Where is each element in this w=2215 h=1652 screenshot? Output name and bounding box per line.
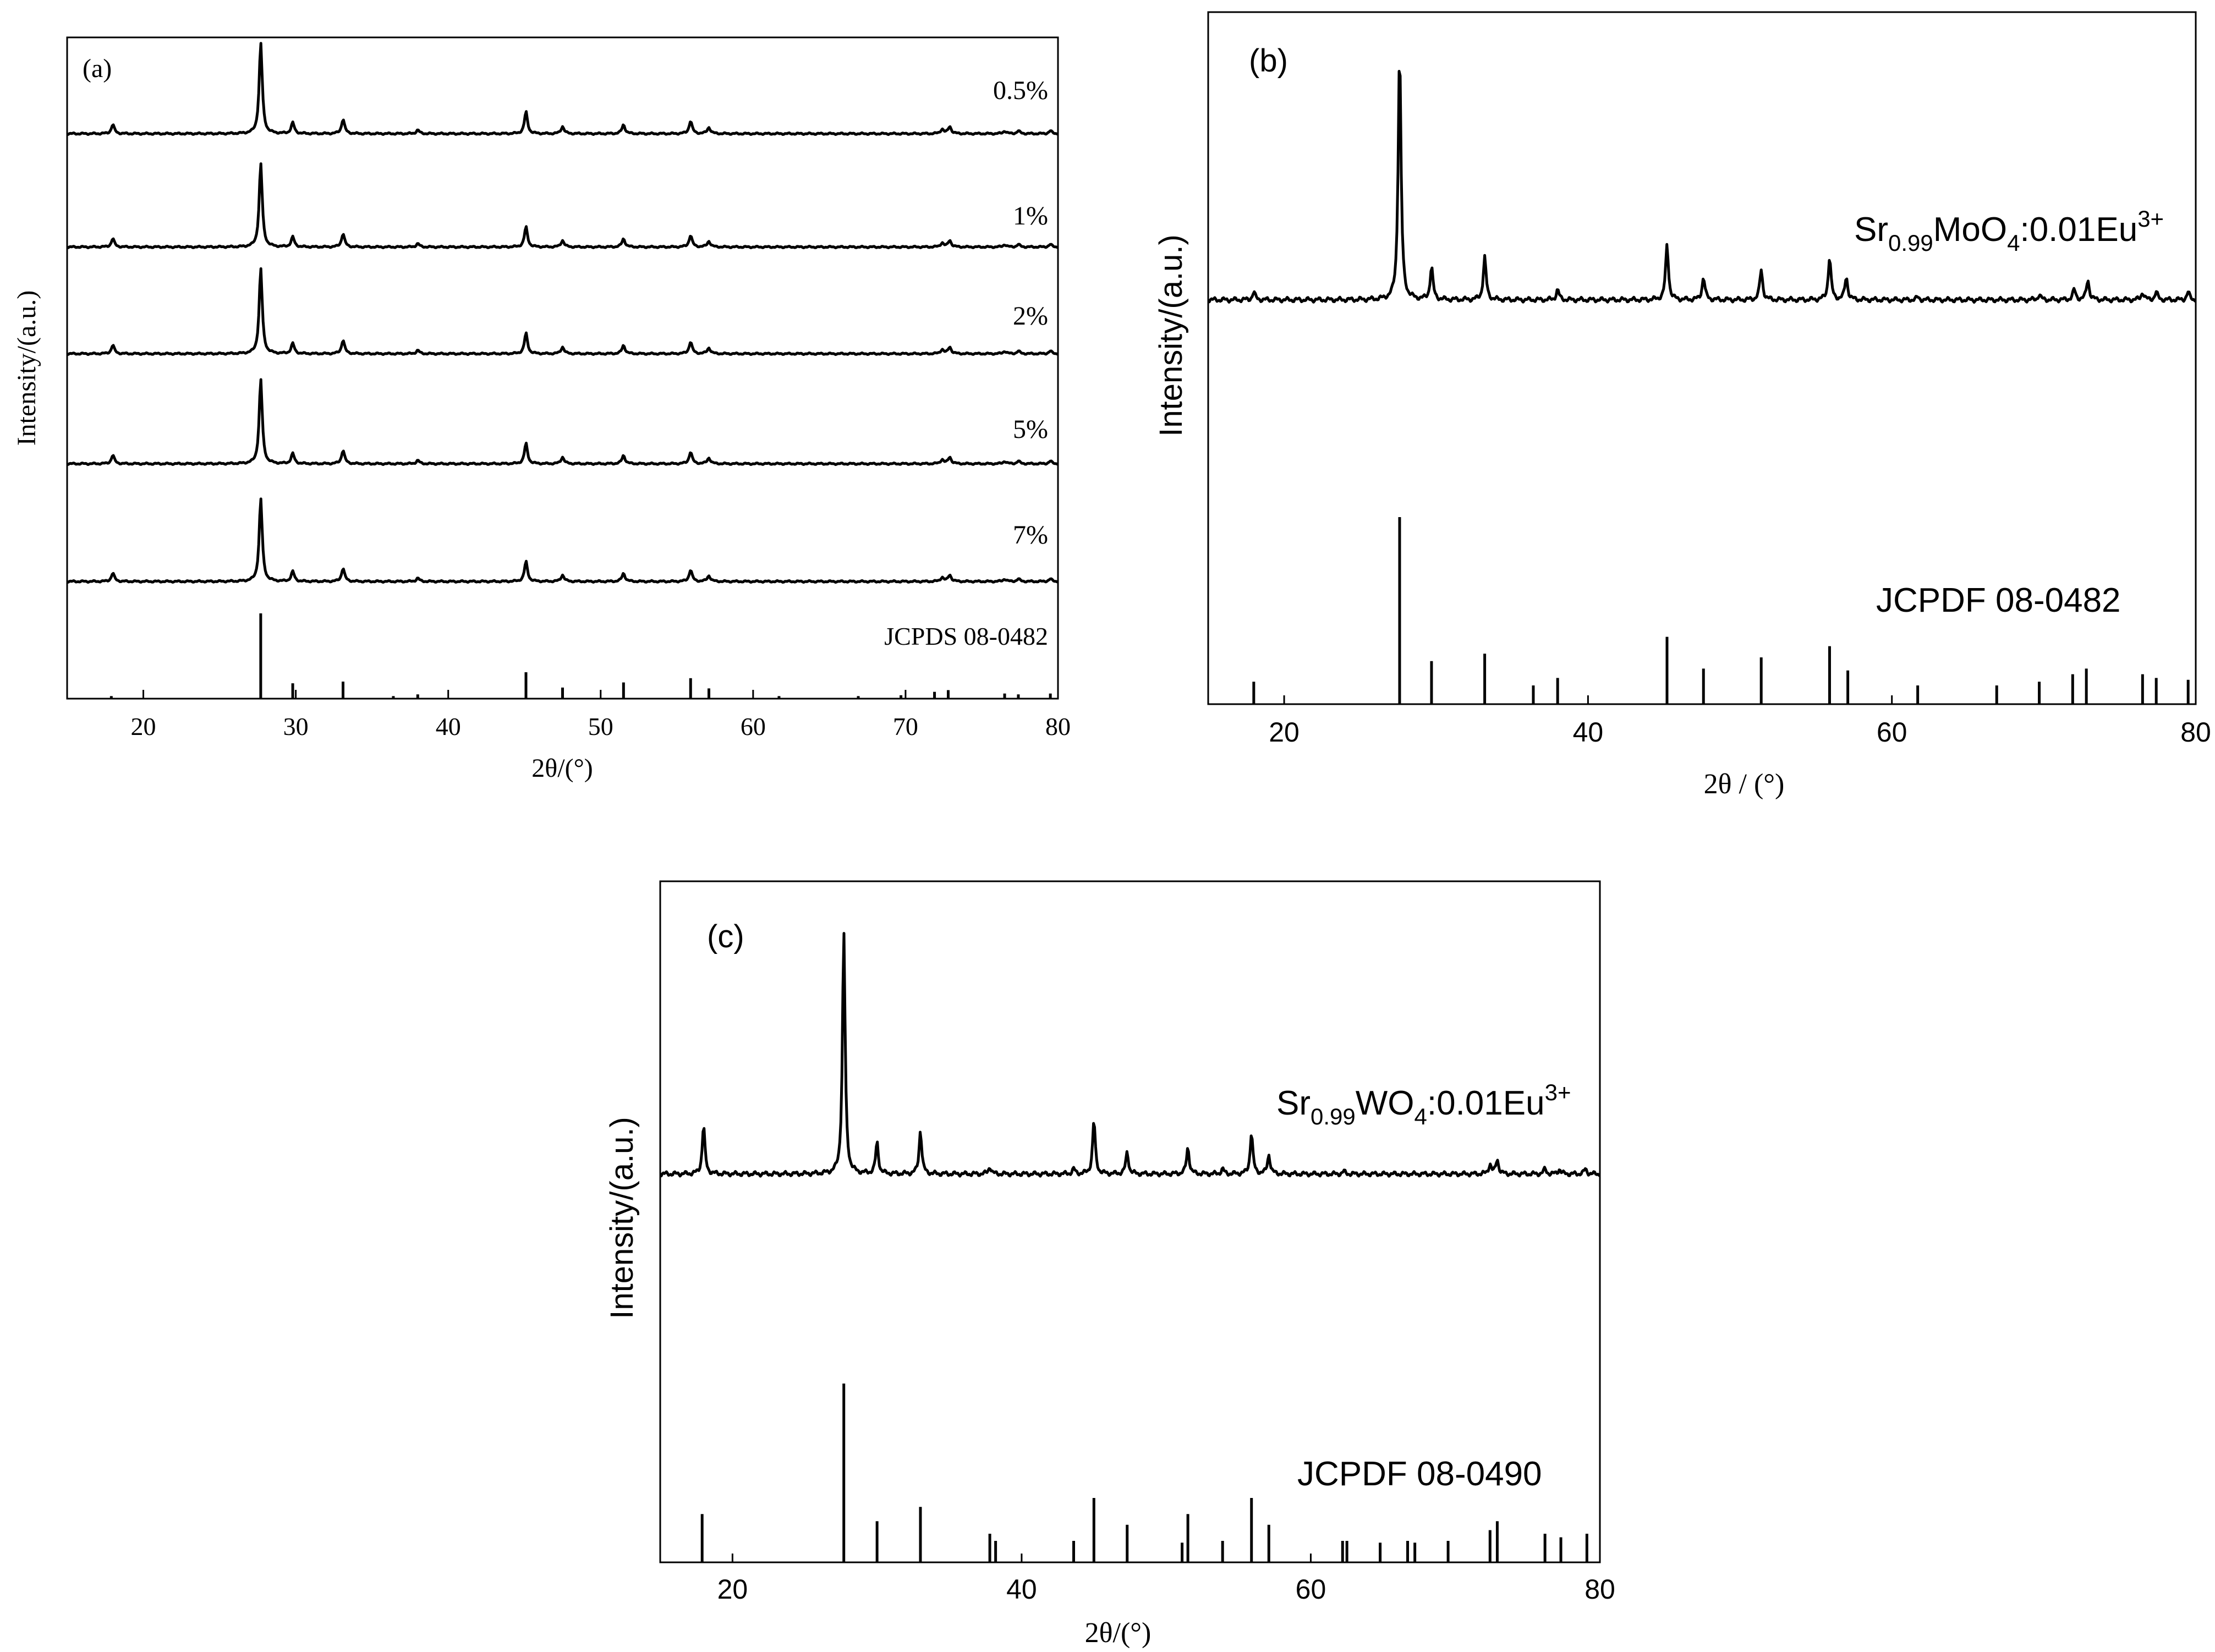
panel-b-x-tick-label: 40	[1573, 717, 1604, 748]
panel-c-x-axis-title: 2θ/(°)	[1085, 1617, 1152, 1649]
panel-b-series-label-sub2: 4	[2007, 230, 2020, 256]
panel-a-reference-sticks	[109, 613, 1052, 699]
panel-c-y-axis-title: Intensity/(a.u.)	[604, 1117, 640, 1319]
panel-a-traces	[67, 42, 1059, 584]
panel-a-series-label: 0.5%	[993, 76, 1048, 105]
panel-c-traces	[660, 932, 1601, 1178]
panel-a-series-trace	[67, 162, 1059, 250]
panel-b-y-axis-title: Intensity/(a.u.)	[1153, 234, 1189, 436]
panel-c-series-label: Sr0.99WO4:0.01Eu3+	[1276, 1079, 1571, 1129]
panel-a-series-label: 5%	[1013, 415, 1048, 444]
panel-a: (a) 0.5% 1% 2% 5% 7% JCPDS 08-0482 20 30 40 50 6…	[12, 36, 1071, 783]
panel-c-series-trace	[660, 932, 1601, 1178]
panel-b-series-trace	[1208, 70, 2197, 304]
panel-c-series-label-sub2: 4	[1414, 1104, 1427, 1129]
panel-c: (c) Sr0.99WO4:0.01Eu3+ JCPDF 08-0490 20 4…	[604, 880, 1615, 1649]
panel-b-series-label-tail: :0.01Eu	[2020, 211, 2137, 249]
panel-b-x-tick-label: 20	[1269, 717, 1300, 748]
panel-c-x-tick-label: 40	[1006, 1574, 1037, 1605]
panel-a-x-tick-label: 80	[1045, 712, 1071, 740]
panel-c-plot-frame	[659, 880, 1601, 1563]
panel-a-x-tick-label: 70	[893, 712, 918, 740]
panel-b-plot-frame	[1207, 11, 2197, 705]
panel-b-label: (b)	[1249, 43, 1288, 79]
panel-c-x-tick-label: 80	[1585, 1574, 1615, 1605]
panel-c-series-label-main: Sr	[1276, 1084, 1311, 1122]
panel-b-series-label: Sr0.99MoO4:0.01Eu3+	[1854, 206, 2164, 256]
panel-c-series-label-tail: :0.01Eu	[1427, 1084, 1545, 1122]
panel-c-x-ticks: 20 40 60 80	[717, 1554, 1615, 1605]
panel-a-series-trace	[67, 497, 1059, 584]
panel-c-label: (c)	[707, 919, 744, 954]
panel-b-x-axis-title: 2θ / (°)	[1704, 769, 1785, 800]
panel-a-x-tick-label: 20	[131, 712, 156, 740]
panel-a-label: (a)	[83, 54, 112, 83]
panel-b-reference-sticks	[1252, 517, 2190, 704]
panel-b-x-tick-label: 80	[2180, 717, 2211, 748]
panel-c-reference-sticks	[700, 1384, 1588, 1562]
panel-c-series-label-sup: 3+	[1545, 1079, 1571, 1105]
panel-a-x-tick-label: 40	[436, 712, 461, 740]
panel-a-x-tick-label: 30	[283, 712, 309, 740]
panel-b: (b) Sr0.99MoO4:0.01Eu3+ JCPDF 08-0482 20…	[1153, 11, 2211, 800]
panel-c-series-label-mid: WO	[1356, 1084, 1414, 1122]
panel-a-series-trace	[67, 42, 1059, 136]
panel-a-x-axis-title: 2θ/(°)	[531, 754, 593, 783]
panel-a-plot-frame	[66, 36, 1059, 700]
panel-a-series-trace	[67, 378, 1059, 466]
panel-a-series-label: 2%	[1013, 301, 1048, 331]
panel-c-x-tick-label: 20	[717, 1574, 748, 1605]
panel-a-x-ticks: 20 30 40 50 60 70 80	[131, 690, 1071, 740]
panel-a-x-tick-label: 50	[588, 712, 613, 740]
panel-a-series-labels: 0.5% 1% 2% 5% 7%	[993, 76, 1048, 550]
panel-a-x-tick-label: 60	[741, 712, 766, 740]
panel-a-y-axis-title: Intensity/(a.u.)	[12, 290, 41, 446]
panel-b-series-label-sup: 3+	[2137, 206, 2164, 232]
panel-b-x-ticks: 20 40 60 80	[1269, 695, 2211, 748]
panel-a-series-label: 1%	[1013, 201, 1048, 230]
panel-c-reference-label: JCPDF 08-0490	[1297, 1455, 1542, 1493]
panel-b-traces	[1208, 70, 2197, 304]
panel-b-series-label-mid: MoO	[1933, 211, 2007, 249]
panel-c-series-label-sub: 0.99	[1311, 1104, 1356, 1129]
panel-b-series-label-sub: 0.99	[1888, 230, 1933, 256]
panel-b-reference-label: JCPDF 08-0482	[1876, 581, 2121, 619]
panel-b-series-label-main: Sr	[1854, 211, 1888, 249]
panel-a-reference-label: JCPDS 08-0482	[884, 622, 1048, 650]
panel-a-series-label: 7%	[1013, 520, 1048, 550]
panel-b-x-tick-label: 60	[1877, 717, 1907, 748]
panel-c-x-tick-label: 60	[1296, 1574, 1326, 1605]
panel-a-series-trace	[67, 267, 1059, 356]
